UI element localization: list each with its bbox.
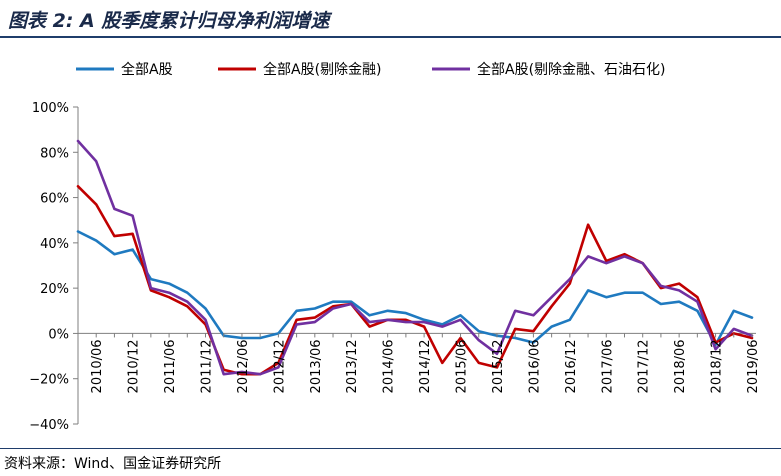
legend-label: 全部A股(剔除金融、石油石化) <box>477 61 666 78</box>
page-title: 图表 2: A 股季度累计归母净利润增速 <box>8 10 330 32</box>
x-tick-label: 2011/06 <box>163 339 178 393</box>
y-tick-label: 40% <box>40 237 69 252</box>
x-tick-label: 2011/12 <box>200 339 215 393</box>
title-bar: 图表 2: A 股季度累计归母净利润增速 <box>0 0 781 38</box>
x-tick-label: 2015/12 <box>491 339 506 393</box>
legend-item-1: 全部A股 <box>76 61 173 78</box>
x-tick-label: 2013/12 <box>345 339 360 393</box>
line-chart: −40% −20% 0% 20% 40% 60% 80% 100% 2010/06 2010/12… <box>29 61 761 433</box>
x-tick-label: 2016/12 <box>564 339 579 393</box>
x-tick-label: 2014/06 <box>382 339 397 393</box>
x-tick-label: 2018/06 <box>673 339 688 393</box>
x-tick-label: 2017/06 <box>600 339 615 393</box>
y-tick-label: 20% <box>40 282 69 297</box>
x-tick-label: 2017/12 <box>637 339 652 393</box>
y-tick-label: 100% <box>32 101 69 116</box>
x-tick-label: 2016/06 <box>527 339 542 393</box>
legend-item-3: 全部A股(剔除金融、石油石化) <box>432 61 666 78</box>
series-line-3 <box>76 139 754 376</box>
chart-container: −40% −20% 0% 20% 40% 60% 80% 100% 2010/06 2010/12… <box>0 40 781 450</box>
x-tick-label: 2014/12 <box>418 339 433 393</box>
legend-item-2: 全部A股(剔除金融) <box>218 61 382 78</box>
y-tick-label: −40% <box>29 418 69 433</box>
series-line-1 <box>76 230 754 347</box>
y-tick-label: −20% <box>29 373 69 388</box>
y-tick-label: 60% <box>40 192 69 207</box>
y-tick-label: 0% <box>48 327 69 342</box>
x-tick-label: 2010/06 <box>90 339 105 393</box>
x-tick-label: 2013/06 <box>309 339 324 393</box>
x-tick-label: 2012/12 <box>272 339 287 393</box>
x-tick-label: 2012/06 <box>236 339 251 393</box>
x-tick-label: 2015/06 <box>455 339 470 393</box>
source-divider <box>0 448 781 449</box>
source-note: 资料来源：Wind、国金证券研究所 <box>4 456 222 472</box>
x-tick-label: 2010/12 <box>127 339 142 393</box>
legend-label: 全部A股 <box>121 61 173 78</box>
y-tick-label: 80% <box>40 146 69 161</box>
title-divider <box>0 36 781 38</box>
x-tick-label: 2019/06 <box>746 339 761 393</box>
legend-label: 全部A股(剔除金融) <box>263 61 382 78</box>
x-tick-label: 2018/12 <box>710 339 725 393</box>
